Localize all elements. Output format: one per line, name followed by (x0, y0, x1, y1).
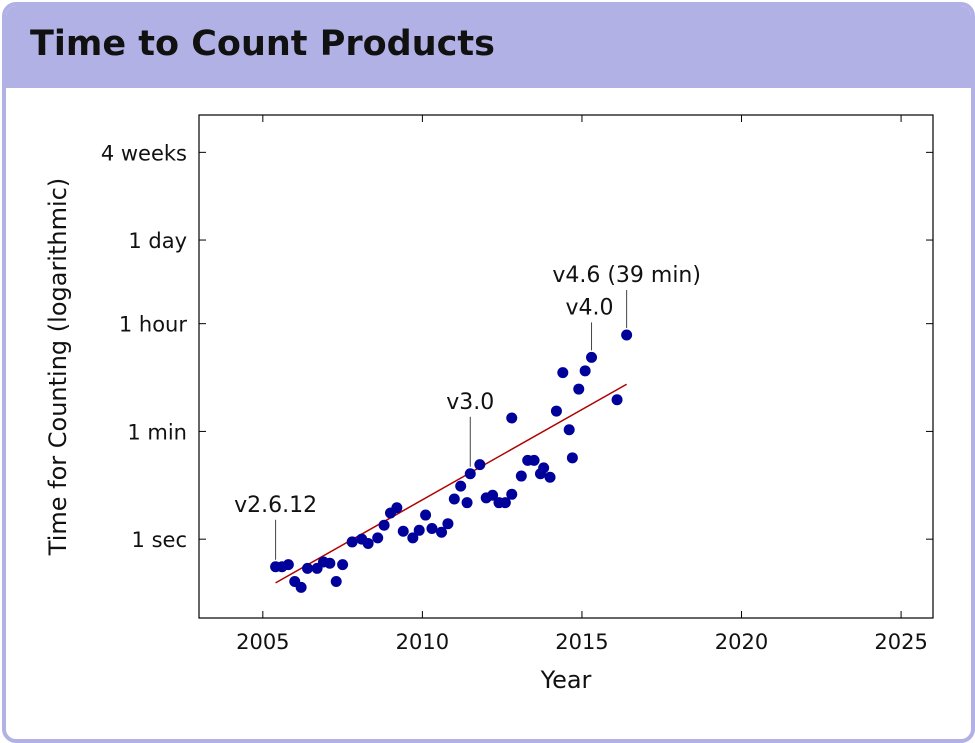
data-point (346, 536, 358, 548)
data-point (282, 559, 294, 571)
data-point (372, 532, 384, 544)
data-point (461, 497, 473, 509)
plot-area (198, 114, 934, 619)
data-point (573, 383, 585, 395)
trend-line (275, 383, 628, 584)
data-point (550, 405, 562, 417)
annotation-label: v2.6.12 (234, 493, 317, 518)
data-point (515, 470, 527, 482)
data-point (566, 452, 578, 464)
data-point (436, 526, 448, 538)
data-point (448, 493, 460, 505)
data-point (378, 519, 390, 531)
data-point (337, 559, 349, 571)
x-tick-label: 2005 (236, 630, 289, 654)
x-tick-label: 2010 (396, 630, 449, 654)
y-tick-label: 1 day (128, 229, 187, 253)
data-point (407, 532, 419, 544)
annotation-label: v3.0 (446, 390, 494, 415)
y-axis-label: Time for Counting (logarithmic) (44, 178, 72, 556)
data-point (413, 524, 425, 536)
data-point (621, 329, 633, 341)
data-point (474, 459, 486, 471)
data-point (528, 454, 540, 466)
data-point (544, 471, 556, 483)
annotation-label: v4.6 (39 min) (552, 263, 701, 288)
y-tick-label: 4 weeks (101, 141, 187, 165)
axis-ticks: 2005 2010 2015 2020 2025 1 sec 1 min 1 hour 1 da… (101, 115, 933, 654)
data-point (362, 537, 374, 549)
annotation-label: v4.0 (566, 295, 614, 320)
title-bar: Time to Count Products (6, 6, 971, 88)
data-point (538, 462, 550, 474)
data-point (487, 489, 499, 501)
data-point (391, 502, 403, 514)
x-tick-label: 2015 (555, 630, 608, 654)
data-point (499, 497, 511, 509)
data-point (426, 522, 438, 534)
y-tick-label: 1 sec (132, 528, 187, 552)
data-point (302, 562, 314, 574)
data-point (506, 412, 518, 424)
annotations: v2.6.12 v3.0 v4.0 v4.6 (39 min) (234, 263, 701, 560)
data-point (557, 367, 569, 379)
data-point (464, 468, 476, 480)
slide-title: Time to Count Products (30, 24, 495, 64)
data-point (397, 525, 409, 537)
data-point (579, 365, 591, 377)
data-point (563, 424, 575, 436)
data-point (324, 557, 336, 569)
data-point (506, 488, 518, 500)
data-point (611, 394, 623, 406)
x-tick-label: 2020 (715, 630, 768, 654)
data-point (455, 480, 467, 492)
y-tick-label: 1 min (127, 420, 187, 444)
data-point (295, 581, 307, 593)
y-tick-label: 1 hour (119, 313, 188, 337)
data-point (442, 518, 454, 530)
trend-line-group (275, 383, 628, 584)
data-point (330, 576, 342, 588)
data-point (420, 509, 432, 521)
x-axis-label: Year (540, 666, 592, 694)
data-point (586, 351, 598, 363)
x-tick-label: 2025 (874, 630, 927, 654)
data-points (270, 329, 633, 593)
